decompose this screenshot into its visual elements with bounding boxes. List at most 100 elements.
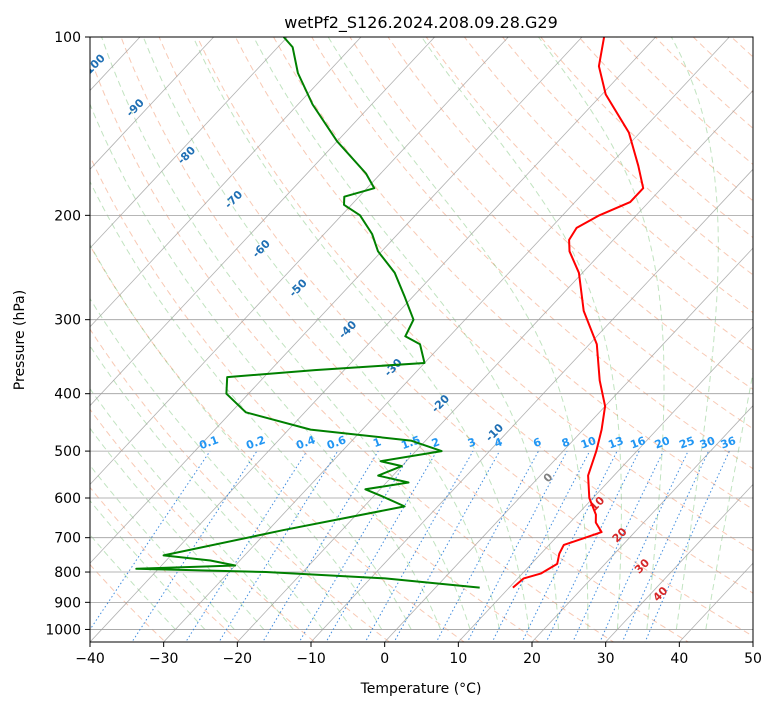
mixing-ratio-label: 10: [579, 434, 598, 452]
dry-adiabat: [349, 37, 753, 430]
moist-adiabat: [253, 37, 559, 630]
isotherm: [310, 168, 753, 642]
background-lines: [90, 37, 753, 642]
mixing-ratio-line: [545, 450, 640, 642]
isotherm: [90, 37, 509, 486]
dry-adiabat: [387, 37, 753, 390]
moist-adiabat: [142, 37, 500, 630]
isotherm: [458, 326, 753, 642]
mixing-ratio-line: [364, 450, 474, 642]
moist-adiabat: [101, 37, 471, 630]
moist-adiabat: [705, 369, 753, 630]
dry-adiabat: [196, 37, 753, 594]
mixing-ratio-label: 1: [371, 435, 383, 450]
mixing-ratio-label: 3: [466, 435, 478, 450]
profile-lines: [135, 37, 645, 589]
x-tick-label: −20: [223, 651, 253, 667]
x-tick-label: −10: [296, 651, 326, 667]
moist-adiabat: [90, 102, 442, 630]
mixing-ratio-line: [572, 450, 664, 642]
x-tick-label: −30: [149, 651, 179, 667]
x-tick-label: 50: [744, 651, 762, 667]
isotherm: [90, 37, 583, 564]
dry-adiabat: [90, 55, 615, 642]
isotherm: [90, 37, 362, 328]
dry-adiabat: [578, 37, 753, 202]
dry-adiabat: [90, 155, 540, 642]
dry-adiabat: [120, 37, 690, 642]
dry-adiabat: [273, 37, 753, 510]
dry-adiabat: [616, 37, 753, 166]
temperature-line: [512, 37, 645, 589]
mixing-ratio-line: [131, 450, 258, 642]
mixing-ratio-label: 0.6: [325, 433, 348, 452]
x-tick-label: 0: [380, 651, 389, 667]
mixing-ratio-label: 8: [560, 435, 572, 450]
y-tick-label: 600: [54, 491, 81, 507]
isotherm: [605, 483, 753, 642]
mixing-ratio-line: [325, 450, 438, 642]
isotherm: [90, 37, 288, 249]
y-axis: 100 200 300 400 500 600 700 800 900 1000: [45, 30, 90, 638]
x-axis: −40 −30 −20 −10 0 10 20 30 40 50: [75, 642, 762, 667]
dry-adiabat: [90, 244, 465, 642]
mixing-ratio-label: 25: [677, 434, 696, 451]
mixing-ratio-line: [644, 450, 730, 642]
x-tick-label: 20: [523, 651, 541, 667]
dry-adiabat: [540, 37, 753, 239]
dry-adiabat: [158, 37, 753, 637]
moist-adiabat: [192, 37, 530, 630]
isotherm: [237, 89, 753, 642]
moist-adiabat: [537, 37, 665, 630]
dry-adiabat: [90, 408, 316, 642]
mixing-ratio-label: 0.4: [294, 433, 317, 452]
dewpoint-line: [135, 37, 480, 589]
mixing-ratio-line: [621, 450, 710, 642]
x-tick-label: 40: [670, 651, 688, 667]
mixing-ratio-label: 0.2: [244, 433, 267, 452]
dry-adiabat: [90, 486, 241, 642]
plot-frame: [89, 36, 754, 643]
y-tick-label: 800: [54, 565, 81, 581]
x-axis-label: Temperature (°C): [360, 681, 482, 697]
isotherm: [384, 247, 753, 642]
dry-adiabat: [654, 37, 753, 129]
mixing-ratio-label: 0.1: [197, 433, 220, 452]
y-tick-label: 1000: [45, 622, 81, 638]
mixing-ratio-label: 6: [531, 435, 543, 450]
moist-adiabat: [90, 180, 412, 630]
mixing-ratio-label: 1.5: [399, 433, 422, 452]
y-tick-label: 700: [54, 531, 81, 547]
chart-title: wetPf2_S126.2024.208.09.28.G29: [284, 13, 558, 33]
mixing-ratio-line: [393, 450, 501, 642]
mixing-ratio-line: [435, 450, 539, 642]
moist-adiabat: [670, 37, 719, 630]
y-tick-label: 300: [54, 313, 81, 329]
x-tick-label: 30: [597, 651, 615, 667]
isotherm: [90, 37, 435, 407]
mixing-ratio-label: 13: [606, 434, 625, 451]
dry-adiabat: [311, 37, 753, 470]
mixing-ratio-label: 4: [493, 435, 505, 450]
mixing-ratio-label: 2: [430, 435, 442, 450]
dry-adiabat: [234, 37, 753, 552]
moist-adiabat: [90, 297, 353, 630]
y-tick-label: 500: [54, 444, 81, 460]
mixing-ratio-label: 16: [629, 434, 648, 452]
moist-adiabat: [327, 37, 589, 630]
dry-adiabat: [90, 328, 391, 642]
isotherm: [163, 37, 730, 642]
y-tick-label: 200: [54, 208, 81, 224]
y-tick-label: 900: [54, 595, 81, 611]
mixing-ratio-label: 20: [653, 434, 672, 452]
moist-adiabat: [90, 243, 383, 630]
isotherm: [90, 37, 656, 642]
isotherm: [531, 405, 753, 642]
x-tick-label: 10: [449, 651, 467, 667]
moist-adiabat: [420, 37, 622, 630]
isotherm: [90, 37, 214, 170]
mixing-ratio-line: [262, 450, 379, 642]
y-tick-label: 100: [54, 30, 81, 46]
